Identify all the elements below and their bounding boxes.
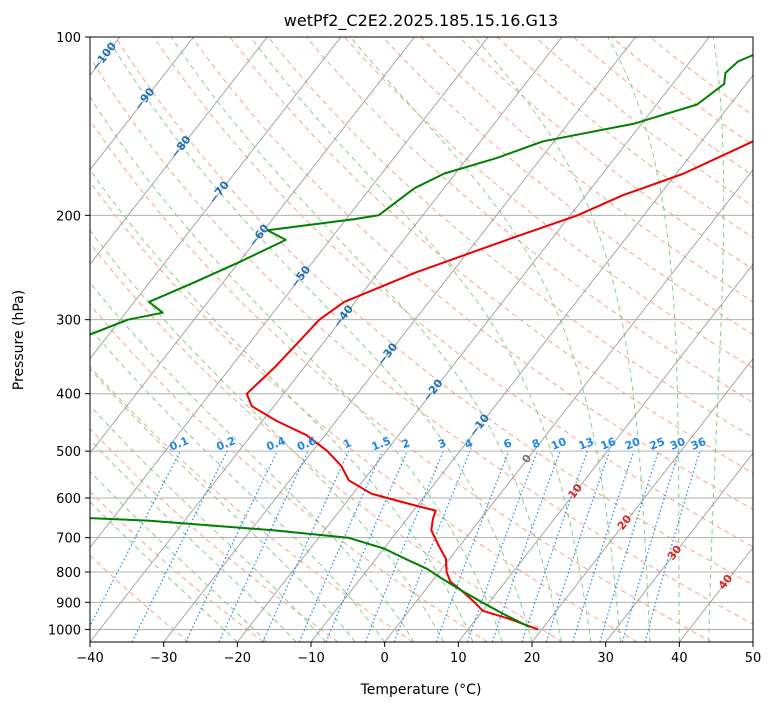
isotherm-line xyxy=(605,452,753,642)
y-tick-label: 700 xyxy=(56,532,81,547)
y-tick-label: 900 xyxy=(56,596,81,611)
x-tick-label: 20 xyxy=(524,651,541,666)
x-tick-label: 0 xyxy=(381,651,389,666)
moist-adiabat-line xyxy=(607,37,680,642)
dry-adiabat-line xyxy=(90,181,638,642)
x-axis-label: Temperature (°C) xyxy=(360,682,482,698)
isotherm-line xyxy=(90,37,194,171)
x-tick-label: 10 xyxy=(450,651,467,666)
mixing-ratio-label: 30 xyxy=(668,435,687,453)
isotherm-line xyxy=(90,37,415,454)
mixing-ratio-label: 16 xyxy=(599,435,618,453)
mixing-ratio-line xyxy=(262,450,350,642)
x-tick-label: 30 xyxy=(597,651,614,666)
dry-adiabat-line xyxy=(420,37,753,303)
mixing-ratio-labels: 0.1 0.2 0.4 0.6 1 1.5 2 3 4 6 8 10 13 16 20 25 30 36 xyxy=(168,434,709,453)
dry-adiabat-line xyxy=(90,56,753,625)
dewpoint-profile-line xyxy=(90,53,753,628)
mixing-ratio-line xyxy=(521,450,589,642)
moist-adiabat-line xyxy=(106,37,533,642)
mixing-ratio-label: 1 xyxy=(341,436,353,451)
mixing-ratio-line xyxy=(599,450,660,642)
isotherm-line xyxy=(310,74,753,642)
moist-adiabat-line xyxy=(90,367,356,642)
y-tick-label: 500 xyxy=(56,445,81,460)
dry-adiabat-line xyxy=(153,37,753,548)
mixing-ratio-label: 3 xyxy=(436,436,448,451)
isotherm-line xyxy=(384,169,753,642)
mixing-ratio-line xyxy=(466,450,538,642)
moist-adiabat-line xyxy=(90,168,474,642)
mixing-ratio-lines xyxy=(90,450,701,642)
moist-adiabat-line xyxy=(250,37,592,642)
dry-adiabat-line xyxy=(90,427,339,642)
moist-adiabat-line xyxy=(90,404,327,642)
sounding-series xyxy=(90,53,753,631)
mixing-ratio-line xyxy=(325,450,408,642)
plot-area: −100−90−80−70−60−50−40−30−20−10010203040… xyxy=(90,37,753,642)
y-tick-label: 200 xyxy=(56,209,81,224)
mixing-ratio-line xyxy=(572,450,635,642)
mixing-ratio-label: 13 xyxy=(577,435,596,453)
dry-adiabat-line xyxy=(496,37,753,239)
moist-adiabat-line xyxy=(349,37,621,642)
mixing-ratio-line xyxy=(491,450,561,642)
isotherm-line xyxy=(90,37,268,265)
dry-adiabat-line xyxy=(115,37,753,586)
moist-adiabat-line xyxy=(90,229,445,642)
dry-adiabat-line xyxy=(534,37,753,207)
mixing-ratio-label: 25 xyxy=(648,435,667,453)
mixing-ratio-line xyxy=(644,450,701,642)
x-tick-label: −40 xyxy=(76,651,103,666)
y-tick-label: 400 xyxy=(56,388,81,403)
chart-title: wetPf2_C2E2.2025.185.15.16.G13 xyxy=(284,11,558,31)
temperature-profile-line xyxy=(245,140,753,631)
y-tick-label: 1000 xyxy=(48,623,81,638)
y-tick-label: 600 xyxy=(56,492,81,507)
mixing-ratio-line xyxy=(298,450,384,642)
moist-adiabat-line xyxy=(708,37,725,642)
isotherm-line xyxy=(90,37,563,642)
x-tick-label: −20 xyxy=(224,651,251,666)
y-tick-label: 100 xyxy=(56,31,81,46)
x-tick-label: −10 xyxy=(297,651,324,666)
isotherm-line xyxy=(457,263,753,642)
mixing-ratio-label: 2 xyxy=(400,436,412,451)
isotherm-line xyxy=(236,37,710,642)
dry-adiabat-line xyxy=(458,37,753,270)
x-axis-ticks: −40 −30 −20 −10 0 10 20 30 40 50 xyxy=(76,642,761,666)
moist-adiabat-line xyxy=(474,37,651,642)
plot-frame xyxy=(89,36,754,643)
isotherm-line xyxy=(531,357,753,642)
dry-adiabats xyxy=(90,37,753,642)
x-tick-label: 50 xyxy=(745,651,762,666)
dry-adiabat-line xyxy=(90,242,563,642)
mixing-ratio-label: 20 xyxy=(623,435,642,453)
mixing-ratio-line xyxy=(185,450,278,642)
mixing-ratio-line xyxy=(545,450,611,642)
moist-adiabat-line xyxy=(90,95,503,642)
mixing-ratio-line xyxy=(218,450,309,642)
x-tick-label: −30 xyxy=(150,651,177,666)
mixing-ratio-line xyxy=(621,450,680,642)
isotherm-line xyxy=(90,37,342,360)
dry-adiabat-line xyxy=(90,303,488,642)
x-tick-label: 40 xyxy=(671,651,688,666)
mixing-ratio-label: 8 xyxy=(530,436,542,451)
y-tick-label: 800 xyxy=(56,566,81,581)
isotherm-line xyxy=(90,37,489,549)
y-axis-ticks: 100 200 300 400 500 600 700 800 900 1000 xyxy=(48,31,90,638)
mixing-ratio-label: 36 xyxy=(689,435,708,453)
y-tick-label: 300 xyxy=(56,314,81,329)
mixing-ratio-label: 10 xyxy=(549,435,568,453)
moist-adiabat-line xyxy=(90,327,386,642)
y-axis-label: Pressure (hPa) xyxy=(11,290,27,390)
